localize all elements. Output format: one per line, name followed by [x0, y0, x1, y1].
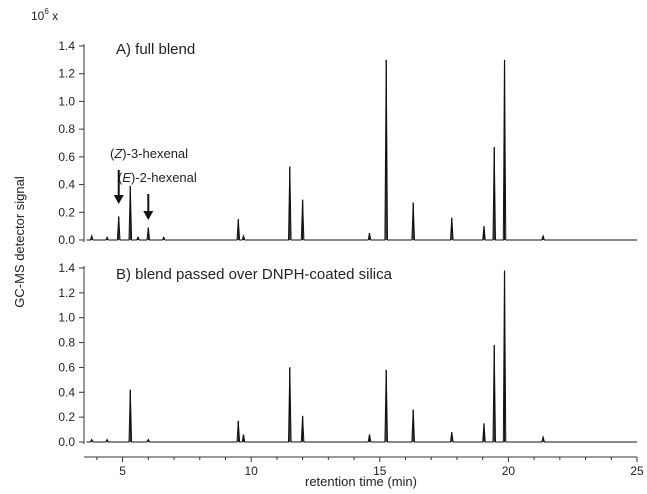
panel-b-signal-trace: [86, 270, 637, 443]
y-tick-label: 1.4: [58, 261, 75, 275]
x-tick-label: 5: [119, 464, 126, 478]
compound-label: (Z)-3-hexenal: [110, 146, 188, 161]
compound-label: (E)-2-hexenal: [118, 170, 197, 185]
compound-label-prefix: (: [118, 170, 123, 185]
panel-a-trace: [86, 59, 637, 241]
y-tick-label: 0.2: [58, 410, 75, 424]
x-tick-label: 20: [502, 464, 516, 478]
y-tick-label: 0.6: [58, 150, 75, 164]
compound-label-isomer: E: [122, 170, 131, 185]
y-tick-label: 0.4: [58, 385, 75, 399]
multiplier-exponent: 6: [44, 7, 49, 16]
x-axis: 5 10 15 20 25: [84, 456, 644, 478]
multiplier-base: 10: [31, 9, 45, 23]
panel-b-trace: [86, 270, 637, 443]
panel-b-title: B) blend passed over DNPH-coated silica: [116, 266, 393, 283]
y-tick-label: 1.2: [58, 67, 75, 81]
annotation-arrowhead: [113, 195, 124, 204]
panel-b-y-ticks: 0.0 0.2 0.4 0.6 0.8 1.0 1.2 1.4: [58, 261, 85, 449]
y-tick-label: 0.4: [58, 178, 75, 192]
compound-label-isomer: Z: [113, 146, 123, 161]
panel-a-y-ticks: 0.0 0.2 0.4 0.6 0.8 1.0 1.2 1.4: [58, 39, 85, 247]
y-tick-label: 0.8: [58, 122, 75, 136]
y-tick-label: 0.0: [58, 233, 75, 247]
y-axis-title: GC-MS detector signal: [12, 176, 27, 308]
y-multiplier-label: 106 x: [31, 7, 58, 23]
compound-label-name: )-2-hexenal: [131, 170, 197, 185]
panel-a-title: A) full blend: [116, 41, 195, 58]
y-tick-label: 0.2: [58, 205, 75, 219]
panel-a: 0.0 0.2 0.4 0.6 0.8 1.0 1.2 1.4 A) full blend (…: [58, 39, 637, 247]
y-tick-label: 1.2: [58, 286, 75, 300]
x-tick-label: 25: [630, 464, 644, 478]
y-tick-label: 1.4: [58, 39, 75, 53]
y-tick-label: 0.6: [58, 360, 75, 374]
x-axis-title: retention time (min): [305, 474, 417, 489]
y-tick-label: 1.0: [58, 311, 75, 325]
x-tick-label: 15: [373, 464, 387, 478]
panel-b: 0.0 0.2 0.4 0.6 0.8 1.0 1.2 1.4 B) blend passed…: [58, 261, 637, 449]
multiplier-suffix: x: [49, 9, 58, 23]
x-tick-label: 10: [245, 464, 259, 478]
y-tick-label: 1.0: [58, 94, 75, 108]
compound-label-prefix: (: [110, 146, 115, 161]
panel-a-annotations: (Z)-3-hexenal(E)-2-hexenal: [110, 146, 197, 220]
y-tick-label: 0.0: [58, 435, 75, 449]
y-tick-label: 0.8: [58, 336, 75, 350]
compound-label-name: )-3-hexenal: [122, 146, 188, 161]
annotation-arrowhead: [143, 211, 154, 220]
